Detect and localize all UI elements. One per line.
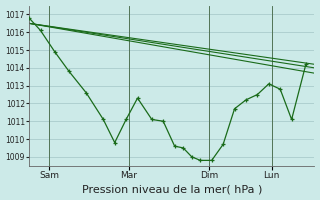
X-axis label: Pression niveau de la mer( hPa ): Pression niveau de la mer( hPa ) xyxy=(82,184,262,194)
